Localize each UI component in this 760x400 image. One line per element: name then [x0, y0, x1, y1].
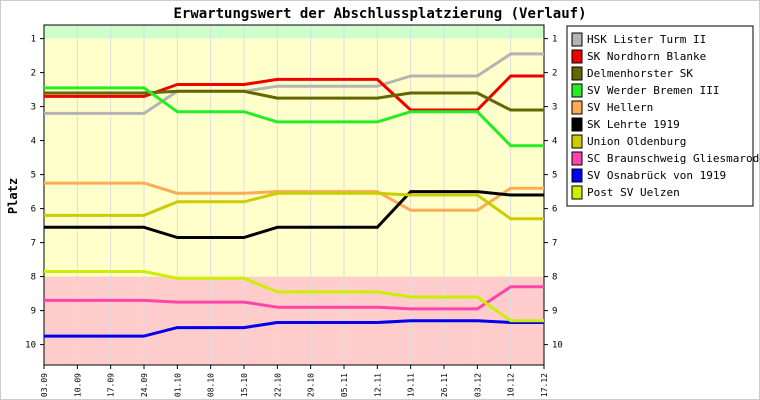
band-0	[44, 25, 544, 39]
y-tick-label-left-8: 8	[31, 273, 36, 283]
legend-label-7: SC Braunschweig Gliesmarode	[587, 152, 760, 165]
y-tick-label-right-9: 9	[552, 307, 557, 317]
series-line-3	[44, 86, 544, 148]
legend-label-0: HSK Lister Turm II	[587, 33, 706, 46]
x-tick-label-6: 15.10	[240, 373, 249, 397]
x-tick-label-3: 24.09	[140, 373, 149, 397]
x-tick-label-1: 10.09	[73, 373, 82, 397]
x-tick-label-15: 17.12	[540, 373, 549, 397]
legend-swatch-7	[571, 151, 583, 166]
legend-label-3: SV Werder Bremen III	[587, 84, 719, 97]
x-tick-label-13: 03.12	[473, 373, 482, 397]
y-axis-label: Platz	[6, 178, 20, 214]
legend-swatch-4	[571, 100, 583, 115]
y-tick-label-left-9: 9	[31, 307, 36, 317]
legend-label-4: SV Hellern	[587, 101, 653, 114]
series-line-7	[44, 285, 544, 311]
legend-swatch-5	[571, 117, 583, 132]
y-tick-label-left-7: 7	[31, 239, 36, 249]
y-tick-label-right-2: 2	[552, 69, 557, 79]
chart-title: Erwartungswert der Abschlussplatzierung …	[173, 6, 586, 22]
band-1	[44, 38, 544, 277]
y-tick-label-left-2: 2	[31, 69, 36, 79]
y-axis-left: 1 2 3 4 5 6 7 8 9 10	[25, 35, 44, 351]
legend-swatch-8	[571, 168, 583, 183]
legend-label-5: SK Lehrte 1919	[587, 118, 680, 131]
y-tick-label-right-4: 4	[552, 137, 557, 147]
series-line-8	[44, 319, 544, 338]
y-tick-label-left-1: 1	[31, 35, 36, 45]
series-line-9	[44, 270, 544, 323]
legend-swatch-1	[571, 49, 583, 64]
x-tick-label-12: 26.11	[440, 373, 449, 397]
x-tick-label-11: 19.11	[407, 373, 416, 397]
legend-swatch-0	[571, 32, 583, 47]
x-tick-label-10: 12.11	[373, 373, 382, 397]
legend-label-1: SK Nordhorn Blanke	[587, 50, 706, 63]
y-tick-label-left-5: 5	[31, 171, 36, 181]
x-axis: 03.09 10.09 17.09 24.09 01.10 08.10 15.10 22.10…	[40, 365, 549, 397]
y-tick-label-left-10: 10	[25, 341, 36, 351]
legend-box	[566, 25, 754, 207]
y-tick-label-left-6: 6	[31, 205, 36, 215]
legend-swatch-6	[571, 134, 583, 149]
y-tick-label-right-8: 8	[552, 273, 557, 283]
legend-label-2: Delmenhorster SK	[587, 67, 693, 80]
legend-label-6: Union Oldenburg	[587, 135, 686, 148]
series-line-0	[44, 52, 544, 115]
series-line-1	[44, 74, 544, 112]
legend-label-9: Post SV Uelzen	[587, 186, 680, 199]
y-tick-label-left-3: 3	[31, 103, 36, 113]
series-line-5	[44, 190, 544, 239]
series-line-6	[44, 191, 544, 221]
legend-swatch-9	[571, 185, 583, 200]
y-axis-right: 1 2 3 4 5 6 7 8 9 10	[544, 35, 563, 351]
x-tick-label-7: 22.10	[273, 373, 282, 397]
x-tick-label-5: 08.10	[207, 373, 216, 397]
x-tick-label-14: 10.12	[507, 373, 516, 397]
legend-swatch-2	[571, 66, 583, 81]
legend-swatch-3	[571, 83, 583, 98]
y-tick-label-right-1: 1	[552, 35, 557, 45]
series-lines	[44, 52, 544, 338]
legend-label-8: SV Osnabrück von 1919	[587, 169, 726, 182]
series-line-4	[44, 181, 544, 212]
y-tick-label-right-3: 3	[552, 103, 557, 113]
series-line-2	[44, 89, 544, 112]
y-tick-label-right-6: 6	[552, 205, 557, 215]
y-tick-label-right-5: 5	[552, 171, 557, 181]
x-tick-label-9: 05.11	[340, 373, 349, 397]
x-tick-label-8: 29.10	[307, 373, 316, 397]
x-tick-label-0: 03.09	[40, 373, 49, 397]
x-tick-label-4: 01.10	[173, 373, 182, 397]
y-tick-label-right-7: 7	[552, 239, 557, 249]
x-tick-label-2: 17.09	[107, 373, 116, 397]
legend: HSK Lister Turm II SK Nordhorn Blanke Delm…	[566, 25, 760, 207]
y-tick-label-left-4: 4	[31, 137, 36, 147]
y-tick-label-right-10: 10	[552, 341, 563, 351]
